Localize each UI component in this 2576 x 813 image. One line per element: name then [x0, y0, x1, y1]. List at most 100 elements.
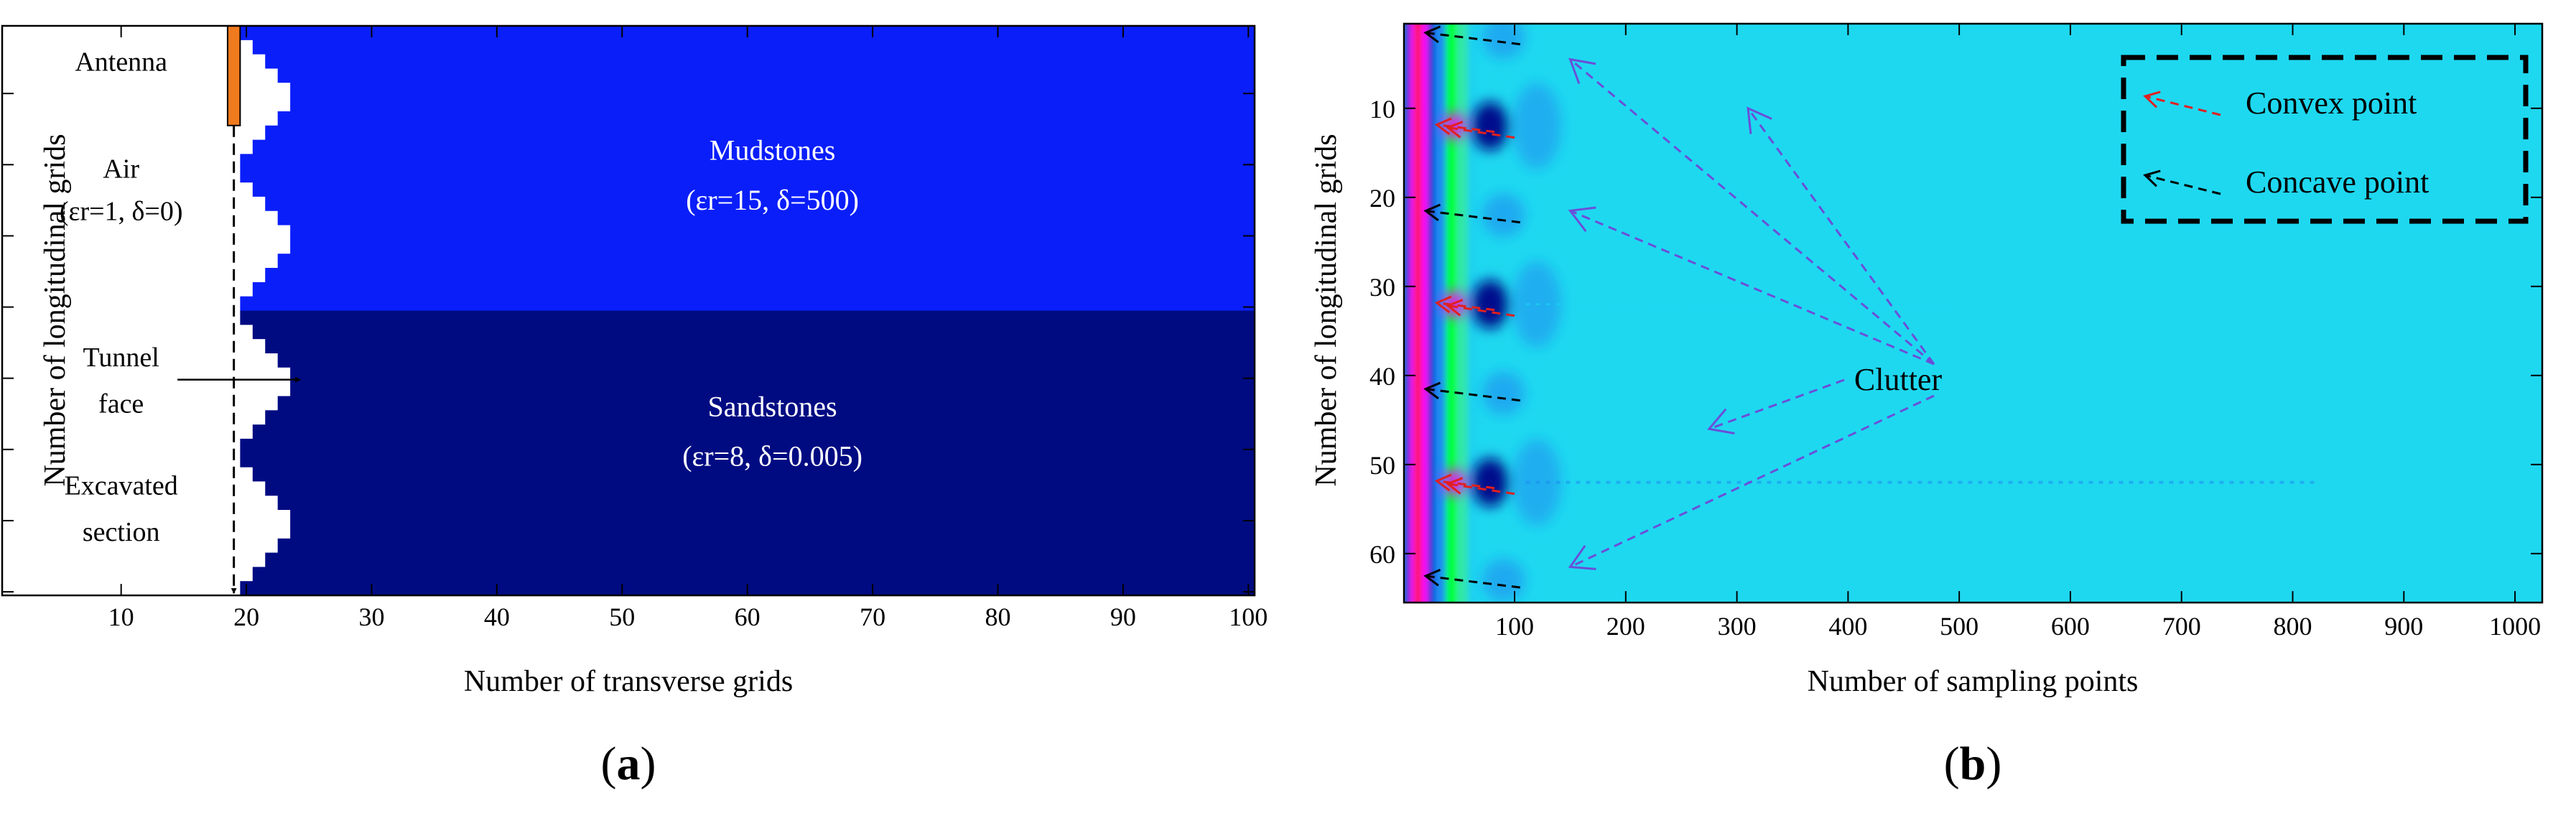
- legend-box: [2121, 55, 2529, 224]
- concave-point-arrow-head: [1423, 25, 1441, 44]
- x-tick-label: 1000: [2489, 612, 2541, 641]
- annotation-label: section: [83, 517, 160, 547]
- legend-label: Convex point: [2246, 85, 2417, 121]
- annotation-label: (εr=1, δ=0): [60, 197, 183, 227]
- direct-wave-band: [1410, 24, 1415, 603]
- panel-a-mudstone-sandstone-model: 1020304050607080901001020304050607080 An…: [1, 24, 1268, 790]
- y-tick-label: 30: [1370, 273, 1395, 302]
- concave-point-arrow: [1423, 203, 1520, 224]
- convex-point-arrow-head: [1446, 121, 1464, 139]
- x-tick-label: 900: [2384, 612, 2423, 641]
- clutter-arrow-shaft: [1708, 378, 1845, 430]
- convex-point-arrow-head: [1434, 295, 1452, 314]
- y-tick-label: 40: [1370, 362, 1395, 391]
- clutter-arrow: [1707, 378, 1845, 435]
- convex-point-arrow-head: [1446, 299, 1464, 317]
- plot-frame: [1, 24, 1256, 597]
- concave-spot: [1482, 193, 1525, 237]
- convex-point-arrow: [1446, 299, 1515, 317]
- x-tick-label: 70: [860, 603, 885, 631]
- direct-wave-band: [1420, 24, 1428, 603]
- x-tick-label: 60: [735, 603, 761, 631]
- direct-wave-band: [1468, 24, 1477, 603]
- air-excavated-zone: [2, 26, 291, 595]
- y-tick-label: 50: [1370, 451, 1395, 480]
- annotation-label: Tunnel: [83, 343, 159, 373]
- convex-point-arrow-shaft: [1447, 126, 1515, 139]
- x-axis-label: Number of sampling points: [1808, 665, 2139, 698]
- concave-point-arrow-shaft: [1426, 575, 1520, 589]
- x-tick-label: 600: [2051, 612, 2090, 641]
- clutter-arrow-head: [1568, 206, 1596, 233]
- x-tick-label: 10: [108, 603, 134, 631]
- annotation-label: Air: [103, 154, 139, 184]
- clutter-arrow-head: [1568, 57, 1596, 85]
- legend-entry: Concave point: [2143, 164, 2429, 200]
- convex-point-arrow-head: [1446, 477, 1464, 495]
- concave-spot: [1482, 371, 1525, 415]
- panel-b-radar-profile: 100 200 300 400 500 600 700 800 900 1000 10 20 30 40 5…: [1310, 22, 2544, 790]
- clutter-label: Clutter: [1854, 362, 1943, 397]
- region-label: (εr=8, δ=0.005): [682, 440, 862, 473]
- convex-point-arrow-shaft: [1436, 480, 1495, 490]
- x-tick-label: 90: [1110, 603, 1136, 631]
- axis-ticks: [1404, 24, 2542, 603]
- convex-point-arrow-head: [1434, 117, 1452, 136]
- convex-point-arrow-head: [1434, 473, 1452, 492]
- direct-wave-band: [1428, 24, 1435, 603]
- concave-point-arrow-head: [1423, 569, 1441, 587]
- x-tick-label: 50: [609, 603, 635, 631]
- legend-arrow-shaft: [2144, 174, 2221, 195]
- clutter-arrow-head: [1747, 106, 1772, 134]
- x-tick-label: 80: [985, 603, 1010, 631]
- clutter-arrow-shaft: [1747, 107, 1935, 365]
- region-label: Sandstones: [708, 390, 837, 422]
- clutter-arrow-head: [1568, 544, 1596, 570]
- annotations: Antenna Air (εr=1, δ=0) Tunnel face Excavated…: [60, 47, 862, 547]
- legend-label: Concave point: [2246, 164, 2429, 200]
- clutter-arrow-head: [1707, 408, 1735, 435]
- y-tick-label: 60: [1370, 540, 1395, 569]
- concave-point-arrow-head: [1423, 381, 1441, 400]
- legend-entry: Convex point: [2143, 85, 2417, 121]
- convex-halo: [1512, 83, 1561, 169]
- concave-point-arrow-shaft: [1426, 210, 1520, 224]
- concave-point-arrow-shaft: [1426, 388, 1520, 402]
- x-tick-label: 40: [484, 603, 510, 631]
- convex-point-arrow-shaft: [1436, 302, 1495, 312]
- axis-tick-labels: 100 200 300 400 500 600 700 800 900 1000 10 20 30 40 5…: [1370, 95, 2541, 641]
- x-tick-label: 100: [1495, 612, 1534, 641]
- axis-tick-labels: 1020304050607080901001020304050607080: [108, 603, 1268, 631]
- concave-spot: [1482, 24, 1525, 59]
- convex-point-arrow: [1434, 117, 1495, 136]
- x-tick-label: 200: [1606, 612, 1645, 641]
- convex-spot: [1471, 279, 1509, 329]
- y-axis-label: Number of longitudinal grids: [1310, 134, 1343, 486]
- x-tick-label: 20: [233, 603, 259, 631]
- x-tick-label: 700: [2162, 612, 2201, 641]
- reflection-point-arrows: [1423, 25, 1520, 589]
- x-tick-label: 300: [1718, 612, 1757, 641]
- convex-point-arrow: [1434, 473, 1495, 492]
- x-tick-label: 500: [1940, 612, 1979, 641]
- clutter-arrow-shaft: [1569, 58, 1935, 366]
- concave-spot: [1482, 559, 1525, 602]
- clutter-arrow-shaft: [1569, 394, 1935, 568]
- region-label: (εr=15, δ=500): [686, 184, 859, 216]
- direct-wave-bands: [1404, 24, 1477, 603]
- convex-point-arrow: [1446, 121, 1515, 139]
- direct-wave-band: [1456, 24, 1469, 603]
- legend-arrow-shaft: [2144, 95, 2221, 116]
- x-tick-label: 400: [1828, 612, 1867, 641]
- annotation-label: Antenna: [75, 47, 167, 78]
- convex-point-arrow: [1446, 477, 1515, 496]
- convex-point-arrow-shaft: [1447, 305, 1515, 317]
- convex-point-arrow: [1434, 295, 1495, 314]
- legend: Convex point Concave point: [2121, 55, 2529, 224]
- annotation-label: face: [98, 389, 144, 419]
- convex-point-arrow-shaft: [1436, 124, 1495, 134]
- direct-wave-band: [1434, 24, 1446, 603]
- y-axis-label: Number of longitudinal grids: [39, 134, 72, 486]
- clutter-annotation: Clutter: [1568, 57, 1943, 570]
